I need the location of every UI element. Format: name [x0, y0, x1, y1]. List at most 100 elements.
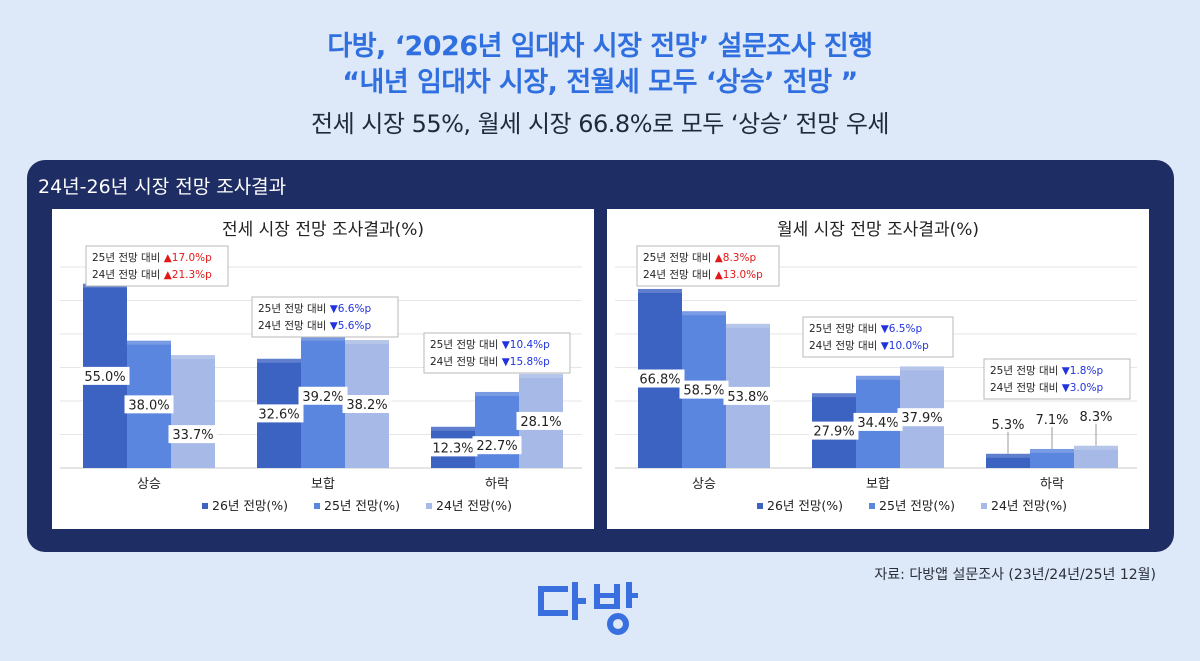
headline-line1: 다방, ‘2026년 임대차 시장 전망’ 설문조사 진행 — [327, 31, 873, 62]
legend-swatch — [202, 503, 208, 509]
value-label: 38.2% — [346, 398, 387, 413]
change-annotation-box — [423, 332, 571, 374]
bar-highlight — [431, 426, 475, 431]
bar-highlight — [986, 453, 1030, 458]
jeonse-chart: 전세 시장 전망 조사결과(%) 상승 보합 하락 55.0%38.0%33.7% 32.… — [60, 220, 582, 513]
legend-swatch — [869, 503, 875, 509]
dabang-logo-mark — [538, 582, 638, 635]
value-label: 38.0% — [128, 398, 169, 413]
value-label-bg — [723, 386, 773, 405]
change-annotation: 24년 전망 대비 ▲21.3%p — [92, 269, 212, 281]
legend-swatch — [314, 503, 320, 509]
change-annotation: 25년 전망 대비 ▲8.3%p — [643, 252, 756, 264]
value-label: 34.4% — [857, 416, 898, 431]
change-annotation-box — [636, 245, 780, 287]
value-label-bg — [679, 380, 729, 399]
bar-highlight — [638, 288, 682, 293]
legend-swatch — [757, 503, 763, 509]
legend-label: 25년 전망(%) — [879, 498, 955, 513]
change-annotation-box — [983, 358, 1131, 400]
legend-label: 24년 전망(%) — [436, 498, 512, 513]
legend-label: 25년 전망(%) — [324, 498, 400, 513]
bar — [171, 355, 215, 468]
value-label: 39.2% — [302, 390, 343, 405]
change-annotation: 24년 전망 대비 ▼15.8%p — [430, 356, 550, 368]
chart-title: 전세 시장 전망 조사결과(%) — [222, 220, 424, 240]
value-label-bg — [298, 386, 348, 405]
bar-highlight — [682, 311, 726, 316]
panel-title: 24년-26년 시장 전망 조사결과 — [38, 176, 287, 198]
value-label: 28.1% — [520, 415, 561, 430]
wolse-chart: 월세 시장 전망 조사결과(%) 상승 보합 하락 66.8%58.5% 53.8% 27.… — [615, 220, 1137, 513]
value-label: 22.7% — [476, 439, 517, 454]
bar-highlight — [127, 340, 171, 345]
bar-highlight — [1074, 445, 1118, 450]
value-label-bg — [809, 421, 859, 440]
legend-label: 26년 전망(%) — [212, 498, 288, 513]
value-label-bg — [897, 408, 947, 427]
category-label: 상승 — [137, 477, 161, 492]
value-label: 66.8% — [639, 372, 680, 387]
bar-highlight — [345, 340, 389, 345]
bar-highlight — [812, 393, 856, 398]
value-label: 53.8% — [727, 390, 768, 405]
legend-swatch — [426, 503, 432, 509]
category-label: 하락 — [1040, 477, 1064, 492]
value-label: 27.9% — [813, 425, 854, 440]
value-label: 55.0% — [84, 370, 125, 385]
category-label: 보합 — [311, 477, 335, 492]
value-label-bg — [516, 411, 566, 430]
bar-highlight — [900, 366, 944, 371]
value-label-bg — [254, 404, 304, 423]
legend-label: 26년 전망(%) — [767, 498, 843, 513]
value-label: 5.3% — [991, 418, 1024, 433]
change-annotation: 24년 전망 대비 ▲13.0%p — [643, 269, 763, 281]
bar — [1074, 445, 1118, 468]
legend-swatch — [981, 503, 987, 509]
bar-highlight — [257, 358, 301, 363]
dabang-logo — [534, 580, 666, 636]
value-label: 32.6% — [258, 407, 299, 422]
value-label: 37.9% — [901, 411, 942, 426]
change-annotation-box — [85, 245, 229, 287]
chart-title: 월세 시장 전망 조사결과(%) — [777, 220, 979, 240]
bar-highlight — [301, 336, 345, 341]
category-label: 하락 — [485, 477, 509, 492]
subheadline: 전세 시장 55%, 월세 시장 66.8%로 모두 ‘상승’ 전망 우세 — [311, 110, 890, 138]
change-annotation: 24년 전망 대비 ▼10.0%p — [809, 340, 929, 352]
value-label: 58.5% — [683, 384, 724, 399]
value-label-bg — [428, 438, 478, 457]
change-annotation: 25년 전망 대비 ▼1.8%p — [990, 365, 1103, 377]
value-label-bg — [635, 369, 685, 388]
category-label: 상승 — [692, 477, 716, 492]
value-label-bg — [853, 412, 903, 431]
jeonse-chart-box: 전세 시장 전망 조사결과(%) 상승 보합 하락 55.0% 38.0% 33.7% 32.… — [52, 209, 594, 529]
value-label: 12.3% — [432, 441, 473, 456]
change-annotation: 25년 전망 대비 ▼6.5%p — [809, 323, 922, 335]
value-label: 33.7% — [172, 428, 213, 443]
bar-highlight — [1030, 448, 1074, 453]
wolse-chart-box: 월세 시장 전망 조사결과(%) 상승 보합 하락 66.8% 58.5% 53.8% 27.… — [607, 209, 1149, 529]
value-label: 7.1% — [1035, 413, 1068, 428]
bar — [986, 453, 1030, 468]
value-label-bg — [80, 366, 130, 385]
change-annotation: 25년 전망 대비 ▼10.4%p — [430, 339, 550, 351]
source-note: 자료: 다방앱 설문조사 (23년/24년/25년 12월) — [874, 567, 1156, 583]
change-annotation: 25년 전망 대비 ▼6.6%p — [258, 303, 371, 315]
bar-highlight — [519, 373, 563, 378]
change-annotation-box — [802, 316, 954, 358]
change-annotation: 24년 전망 대비 ▼3.0%p — [990, 382, 1103, 394]
headline-line2: “내년 임대차 시장, 전월세 모두 ‘상승’ 전망 ” — [342, 67, 858, 98]
value-label-bg — [472, 436, 522, 455]
change-annotation-box — [251, 296, 399, 338]
bar-highlight — [726, 323, 770, 328]
value-label-bg — [342, 395, 392, 414]
bar-highlight — [475, 391, 519, 396]
category-label: 보합 — [866, 477, 890, 492]
change-annotation: 24년 전망 대비 ▼5.6%p — [258, 320, 371, 332]
value-label-bg — [168, 425, 218, 444]
legend-label: 24년 전망(%) — [991, 498, 1067, 513]
bar — [1030, 448, 1074, 468]
bar-highlight — [856, 375, 900, 380]
bar-highlight — [171, 355, 215, 360]
